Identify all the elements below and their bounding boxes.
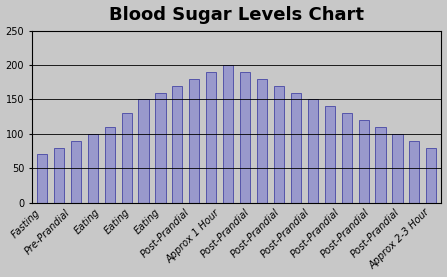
Bar (172, 86, 182, 202)
Bar (105, 127, 115, 202)
Bar (375, 127, 386, 202)
Bar (274, 86, 284, 202)
Bar (139, 99, 148, 202)
Bar (291, 93, 301, 202)
Bar (392, 134, 402, 202)
Bar (358, 120, 369, 202)
Bar (409, 141, 419, 202)
Bar (156, 93, 165, 202)
Bar (37, 154, 47, 202)
Bar (206, 72, 216, 202)
Bar (325, 106, 335, 202)
Bar (240, 72, 250, 202)
Bar (308, 99, 318, 202)
Bar (71, 141, 81, 202)
Title: Blood Sugar Levels Chart: Blood Sugar Levels Chart (109, 6, 364, 24)
Bar (54, 148, 64, 202)
Bar (88, 134, 98, 202)
Bar (122, 113, 132, 202)
Bar (223, 65, 233, 202)
Bar (426, 148, 436, 202)
Bar (257, 79, 267, 202)
Bar (189, 79, 199, 202)
Bar (342, 113, 352, 202)
